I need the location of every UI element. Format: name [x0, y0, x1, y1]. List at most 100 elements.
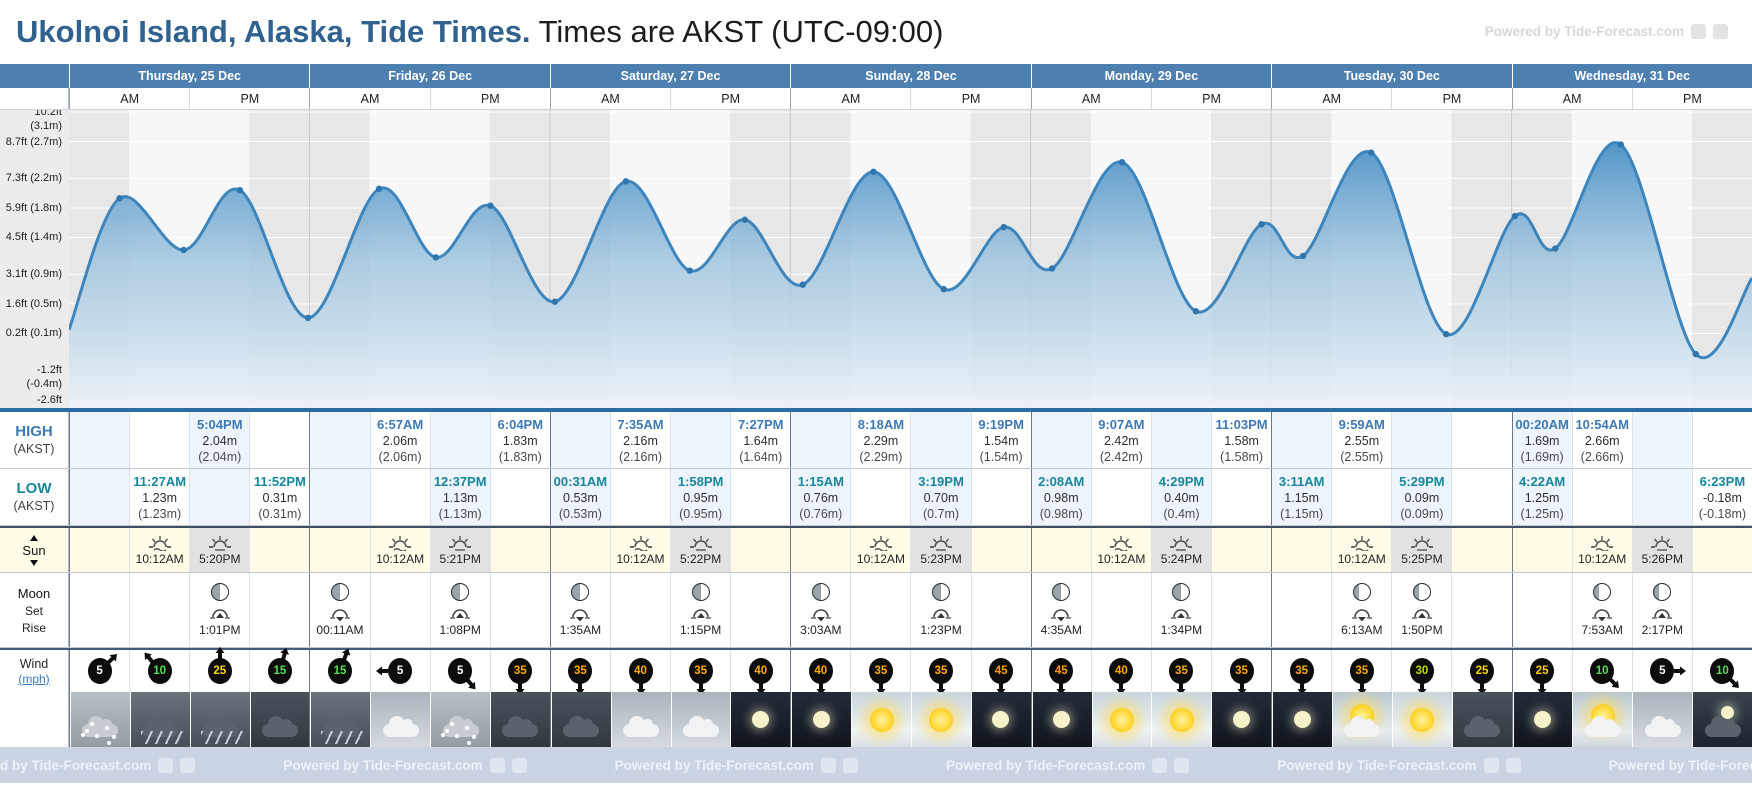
watermark-text[interactable]: Powered by Tide-Forecast.com	[945, 757, 1146, 773]
watermark-social-icon[interactable]	[1483, 757, 1499, 773]
wind-day-2: 15 5 5 35	[309, 648, 549, 695]
high-cell: 7:35AM 2.16m (2.16m)	[609, 412, 671, 468]
moon-cell: 4:35AM	[1032, 573, 1091, 647]
weather-tile-rain	[311, 692, 371, 747]
watermark-social-icon[interactable]	[180, 757, 196, 773]
high-cell	[1391, 412, 1452, 468]
watermark-social-icon[interactable]	[1691, 24, 1706, 39]
watermark-social-icon[interactable]	[511, 757, 527, 773]
low-time: 2:08AM	[1038, 473, 1085, 489]
weather-day-3	[549, 692, 791, 747]
wind-speed: 30	[1409, 658, 1434, 684]
wind-unit-link[interactable]: (mph)	[18, 671, 50, 686]
sun-empty-cell	[1272, 528, 1331, 572]
wind-badge: 25	[1469, 656, 1495, 695]
weather-row-label	[0, 692, 69, 747]
wind-badge: 35	[507, 656, 533, 695]
watermark-social-icon[interactable]	[842, 757, 858, 773]
sun-day-1: 10:12AM 5:20PM	[69, 528, 309, 572]
weather-cell	[791, 692, 852, 747]
low-cell: 3:19PM 0.70m (0.7m)	[910, 469, 971, 525]
tide-extreme-dot	[686, 267, 693, 274]
watermark-social-icon[interactable]	[1505, 757, 1521, 773]
powered-by-watermark[interactable]: Powered by Tide-Forecast.com	[614, 757, 858, 773]
powered-by-watermark[interactable]: Powered by Tide-Forecast.com	[283, 757, 527, 773]
moonrise-icon	[1171, 609, 1192, 619]
wind-badge: 15	[327, 648, 353, 686]
wind-cell: 35	[910, 650, 970, 695]
high-height-m2: (1.58m)	[1220, 449, 1264, 464]
wind-day-3: 35 40 35 40	[549, 650, 790, 695]
wind-cell: 25	[1451, 650, 1511, 695]
moon-cell	[609, 573, 670, 647]
moon-day-5: 4:35AM 1:34PM	[1030, 573, 1271, 647]
tide-extreme-dot	[1048, 265, 1056, 272]
moon-cell: 7:53AM	[1571, 573, 1632, 647]
high-height-m: 2.55m	[1344, 433, 1380, 448]
high-time: 9:07AM	[1098, 416, 1145, 432]
wind-speed: 5	[87, 658, 112, 684]
sunrise-time: 10:12AM	[616, 551, 665, 566]
watermark-text[interactable]: Powered by Tide-Forecast.com	[614, 757, 814, 773]
high-time: 7:27PM	[737, 416, 784, 432]
high-time: 00:20AM	[1515, 416, 1569, 432]
wind-speed: 35	[568, 658, 593, 684]
sun-up-arrow-icon[interactable]	[30, 534, 38, 541]
low-cell	[489, 469, 550, 525]
watermark-social-icon[interactable]	[158, 757, 174, 773]
wind-cell: 35	[1150, 650, 1211, 695]
wind-badge: 10	[1709, 656, 1740, 688]
weather-tile-rain	[190, 692, 250, 747]
wind-direction-arrow-icon	[1729, 678, 1740, 688]
watermark-text[interactable]: Powered by Tide-Forecast.com	[1277, 757, 1477, 773]
pm-label: PM	[1391, 88, 1511, 109]
low-time: 00:31AM	[553, 473, 608, 489]
sunset-cell: 5:26PM	[1631, 528, 1692, 572]
watermark-social-icon[interactable]	[1152, 757, 1168, 773]
moon-rise-time: 1:50PM	[1401, 623, 1443, 637]
day-header-1: Thursday, 25 Dec	[69, 64, 309, 88]
wind-badge: 35	[567, 656, 593, 695]
sun-down-arrow-icon[interactable]	[30, 559, 38, 566]
sun-empty-cell	[551, 528, 610, 572]
low-time: 3:11AM	[1278, 473, 1325, 489]
watermark-social-icon[interactable]	[820, 757, 836, 773]
high-height-m: 1.54m	[983, 433, 1019, 448]
powered-by-watermark-top[interactable]: Powered by Tide-Forecast.com	[1485, 24, 1728, 39]
watermark-text[interactable]: Powered by Tide-Forecast.com	[283, 757, 483, 773]
am-label: AM	[1562, 91, 1582, 106]
powered-by-watermark[interactable]: Powered by Tide-Forecast.com	[0, 757, 196, 773]
moon-icon	[1293, 710, 1311, 728]
watermark-social-icon[interactable]	[1174, 757, 1190, 773]
sunset-time: 5:22PM	[679, 551, 722, 566]
powered-by-watermark[interactable]: Powered by Tide-Forecast.com	[1277, 757, 1521, 773]
am-label: AM	[841, 91, 861, 106]
wind-cell: 40	[1090, 650, 1151, 695]
moon-icon	[1533, 710, 1551, 728]
wind-speed: 25	[1469, 658, 1494, 684]
sunrise-cell: 10:12AM	[1331, 528, 1391, 572]
wind-cell: 10	[1571, 650, 1632, 692]
watermark-text[interactable]: Powered by Tide-Forecast.com	[0, 757, 152, 773]
am-label: AM	[1322, 91, 1342, 106]
powered-by-watermark[interactable]: Powered by Tide-Forecast.com	[1609, 758, 1752, 773]
low-height-m2: (0.31m)	[258, 506, 302, 521]
moon-cell	[1451, 573, 1511, 647]
low-time: 3:19PM	[918, 473, 964, 489]
moon-day-3: 1:35AM 1:15PM	[549, 573, 790, 647]
weather-tile-cloud	[1633, 692, 1693, 747]
watermark-text[interactable]: Powered by Tide-Forecast.com	[1484, 24, 1684, 39]
watermark-social-icon[interactable]	[489, 757, 505, 773]
moon-set-time: 1:35AM	[559, 623, 602, 637]
watermark-text[interactable]: Powered by Tide-Forecast.com	[1608, 757, 1752, 773]
rain-icon	[321, 731, 364, 744]
sun-empty-cell	[1451, 528, 1511, 572]
weather-cell	[1211, 692, 1272, 747]
watermark-social-icon[interactable]	[1713, 24, 1728, 39]
sunset-icon	[208, 535, 231, 551]
wind-cell: 35	[551, 650, 610, 695]
sunset-time: 5:23PM	[920, 551, 962, 566]
ampm-day-5: AM PM	[1030, 88, 1271, 109]
powered-by-watermark[interactable]: Powered by Tide-Forecast.com	[945, 757, 1190, 773]
high-height-m: 2.42m	[1103, 433, 1139, 448]
